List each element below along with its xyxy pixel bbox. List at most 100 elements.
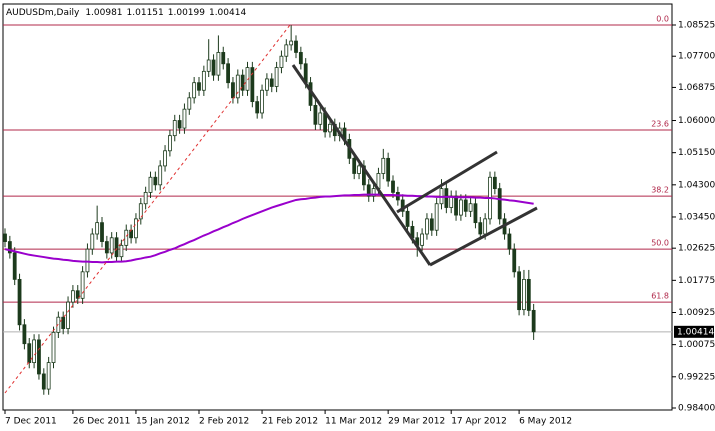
last-price-box bbox=[674, 325, 714, 338]
candle-body bbox=[7, 241, 12, 254]
candle-body bbox=[279, 55, 284, 68]
x-tick-label: 15 Jan 2012 bbox=[136, 417, 190, 427]
candle-body bbox=[274, 67, 279, 87]
candle-body bbox=[134, 218, 138, 239]
y-tick-label: 1.06875 bbox=[678, 83, 715, 93]
candle-body bbox=[95, 222, 100, 235]
x-tick-label: 21 Feb 2012 bbox=[262, 417, 318, 427]
fib-label: 61.8 bbox=[651, 292, 669, 301]
candle-body bbox=[391, 180, 395, 193]
candle-body bbox=[468, 203, 473, 212]
y-tick-label: 1.05150 bbox=[678, 148, 715, 158]
x-tick-label: 7 Dec 2011 bbox=[5, 417, 57, 427]
candle-body bbox=[32, 339, 36, 364]
x-tick-label: 2 Feb 2012 bbox=[199, 417, 249, 427]
candle-body bbox=[148, 176, 153, 193]
candle-body bbox=[250, 67, 255, 103]
candle-body bbox=[289, 40, 294, 46]
candle-body bbox=[371, 188, 376, 197]
y-tick-label: 1.07700 bbox=[678, 52, 715, 62]
candle-body bbox=[153, 176, 158, 186]
candle-body bbox=[182, 108, 187, 129]
fib-label: 0.0 bbox=[656, 15, 669, 24]
candle-body bbox=[366, 184, 371, 197]
candle-body bbox=[231, 82, 235, 99]
candle-body bbox=[386, 157, 391, 182]
candle-body bbox=[119, 244, 124, 258]
y-tick-label: 1.00925 bbox=[678, 308, 715, 318]
candle-body bbox=[531, 309, 536, 333]
candle-body bbox=[497, 188, 502, 220]
candle-body bbox=[318, 112, 323, 125]
candle-body bbox=[405, 210, 410, 227]
candle-body bbox=[255, 101, 260, 114]
y-tick-label: 0.99225 bbox=[678, 372, 715, 382]
candle-body bbox=[192, 82, 197, 99]
candle-body bbox=[41, 373, 46, 390]
y-tick-label: 1.02625 bbox=[678, 244, 715, 254]
candle-body bbox=[240, 74, 245, 91]
candle-body bbox=[172, 120, 177, 137]
y-tick-label: 1.00075 bbox=[678, 340, 715, 350]
candle-body bbox=[429, 218, 434, 231]
candle-body bbox=[473, 203, 478, 224]
ohlc-low: 1.00199 bbox=[168, 8, 205, 18]
candle-body bbox=[294, 40, 298, 53]
candle-body bbox=[75, 290, 80, 299]
candle-body bbox=[226, 63, 231, 84]
candle-body bbox=[357, 165, 361, 174]
fib-label: 50.0 bbox=[651, 239, 669, 248]
candle-body bbox=[434, 203, 439, 231]
candle-body bbox=[206, 59, 211, 72]
candle-body bbox=[517, 271, 521, 311]
y-tick-label: 0.98400 bbox=[678, 403, 715, 413]
y-tick-label: 1.06000 bbox=[678, 116, 715, 126]
candle-body bbox=[245, 67, 250, 91]
candle-body bbox=[197, 82, 201, 91]
y-tick-label: 1.04300 bbox=[678, 180, 715, 190]
candle-body bbox=[22, 324, 27, 345]
candle-body bbox=[177, 120, 182, 129]
x-tick-label: 17 Apr 2012 bbox=[451, 417, 507, 427]
candle-body bbox=[143, 191, 148, 205]
x-tick-label: 11 Mar 2012 bbox=[325, 417, 382, 427]
header: AUDUSDm,Daily 1.00981 1.01151 1.00199 1.0041… bbox=[6, 8, 246, 18]
candle-body bbox=[522, 278, 526, 311]
candle-body bbox=[313, 104, 318, 125]
candle-body bbox=[109, 237, 114, 254]
candle-body bbox=[298, 52, 303, 65]
candle-body bbox=[512, 248, 517, 273]
x-tick-label: 6 May 2012 bbox=[519, 417, 572, 427]
y-tick-label: 1.01775 bbox=[678, 276, 715, 286]
candle-body bbox=[264, 78, 269, 91]
candle-body bbox=[526, 278, 531, 311]
candle-body bbox=[85, 248, 90, 273]
candle-body bbox=[100, 222, 104, 242]
candle-body bbox=[425, 218, 429, 235]
fib-label: 23.6 bbox=[651, 119, 669, 128]
candle-body bbox=[420, 233, 425, 246]
candle-body bbox=[492, 176, 497, 190]
candle-body bbox=[444, 188, 449, 208]
candle-body bbox=[284, 44, 289, 57]
candle-body bbox=[46, 362, 51, 390]
y-tick-label: 1.08525 bbox=[678, 21, 715, 31]
candle-body bbox=[458, 199, 463, 216]
candle-body bbox=[167, 135, 172, 152]
candle-body bbox=[216, 52, 221, 76]
candle-body bbox=[260, 89, 264, 114]
candle-body bbox=[400, 199, 405, 212]
candle-body bbox=[328, 123, 332, 133]
plot-frame bbox=[2, 3, 673, 411]
candle-body bbox=[381, 157, 386, 174]
plot-layer: 0.0 23.6 38.2 50.0 61.8 bbox=[3, 15, 672, 395]
candle-body bbox=[221, 52, 226, 65]
ohlc-high: 1.01151 bbox=[127, 8, 164, 18]
candle-body bbox=[17, 278, 22, 326]
candle-body bbox=[163, 150, 167, 167]
x-tick-label: 26 Dec 2011 bbox=[73, 417, 130, 427]
candle-body bbox=[114, 237, 119, 258]
channel-line bbox=[396, 150, 498, 214]
